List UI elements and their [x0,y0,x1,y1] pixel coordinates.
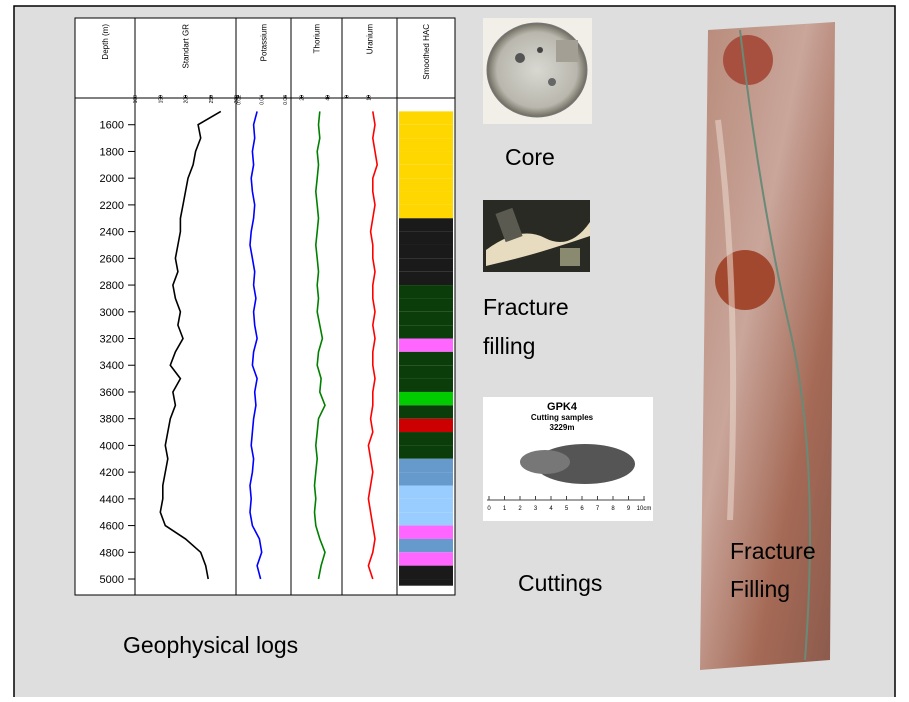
hac-band [399,472,453,485]
hac-band [399,445,453,458]
hac-band [399,552,453,565]
hac-band [399,566,453,579]
hac-band [399,579,453,586]
hac-band [399,512,453,525]
track-title: Thorium [313,24,322,54]
y-tick-label: 4400 [100,494,124,506]
hac-band [399,111,453,124]
y-tick-label: 2800 [100,280,124,292]
cuttings-subtitle: Cutting samples [531,413,594,422]
track-title: Standart GR [182,24,191,69]
hac-band [399,151,453,164]
fracture-label-line: Fracture [483,294,569,320]
hac-band [399,312,453,325]
hac-band [399,499,453,512]
hac-band [399,539,453,552]
hac-band [399,218,453,231]
x-tick-label: 250 [209,95,215,104]
hac-band [399,365,453,378]
hac-band [399,205,453,218]
fracture-photo [483,200,590,272]
hac-band [399,165,453,178]
cuttings-title: GPK4 [547,401,578,413]
hac-band [399,232,453,245]
sample-label-line: Fracture [730,538,816,564]
x-tick-label: 0 [344,95,350,98]
hac-band [399,352,453,365]
y-tick-label: 4800 [100,547,124,559]
y-tick-label: 3400 [100,360,124,372]
x-tick-label: 200 [184,95,190,104]
y-tick-label: 4600 [100,521,124,533]
page: {"chart_data": {"type": "well-log", "yli… [0,0,909,697]
x-tick-label: 0.04 [260,95,266,105]
x-tick-label: 10 [366,95,372,101]
x-tick-label: 20 [299,95,305,101]
hac-band [399,272,453,285]
track-title: Uranium [366,24,375,55]
x-tick-label: 0.02 [236,95,242,105]
hac-band [399,138,453,151]
y-tick-label: 4000 [100,440,124,452]
hac-band [399,125,453,138]
track-title: Depth (m) [101,24,110,60]
hac-band [399,178,453,191]
y-tick-label: 2000 [100,173,124,185]
scale-label: 10cm [637,506,652,512]
core-label: Core [505,144,555,170]
hac-band [399,459,453,472]
hac-band [399,192,453,205]
y-tick-label: 3800 [100,414,124,426]
hac-band [399,419,453,432]
hac-band [399,258,453,271]
cuttings-label: Cuttings [518,570,602,596]
y-tick-label: 3200 [100,334,124,346]
hac-band [399,405,453,418]
hac-band [399,379,453,392]
hac-band [399,325,453,338]
y-tick-label: 1600 [100,120,124,132]
track-title: Potassium [260,24,269,62]
slide: Depth (m) Standart GR Potassium Thorium Uran… [0,0,909,697]
hac-band [399,526,453,539]
sample-label-line: Filling [730,576,790,602]
rock-photo [700,22,835,670]
y-tick-label: 2600 [100,253,124,265]
y-tick-label: 3000 [100,307,124,319]
y-tick-label: 4200 [100,467,124,479]
logs-caption: Geophysical logs [123,632,298,658]
y-tick-label: 3600 [100,387,124,399]
track-title: Smoothed HAC [422,24,431,80]
hac-band [399,285,453,298]
hac-band [399,432,453,445]
fracture-label-line: filling [483,333,535,359]
x-tick-label: 0.06 [283,95,289,105]
y-tick-label: 2400 [100,227,124,239]
core-photo [483,18,592,124]
x-tick-label: 40 [326,95,332,101]
hac-band [399,485,453,498]
hac-band [399,392,453,405]
y-tick-label: 5000 [100,574,124,586]
x-tick-label: 100 [133,95,139,104]
hac-band [399,298,453,311]
hac-band [399,339,453,352]
y-tick-label: 1800 [100,146,124,158]
x-tick-label: 150 [158,95,164,104]
cuttings-depth: 3229m [550,423,575,432]
y-tick-label: 2200 [100,200,124,212]
hac-band [399,245,453,258]
